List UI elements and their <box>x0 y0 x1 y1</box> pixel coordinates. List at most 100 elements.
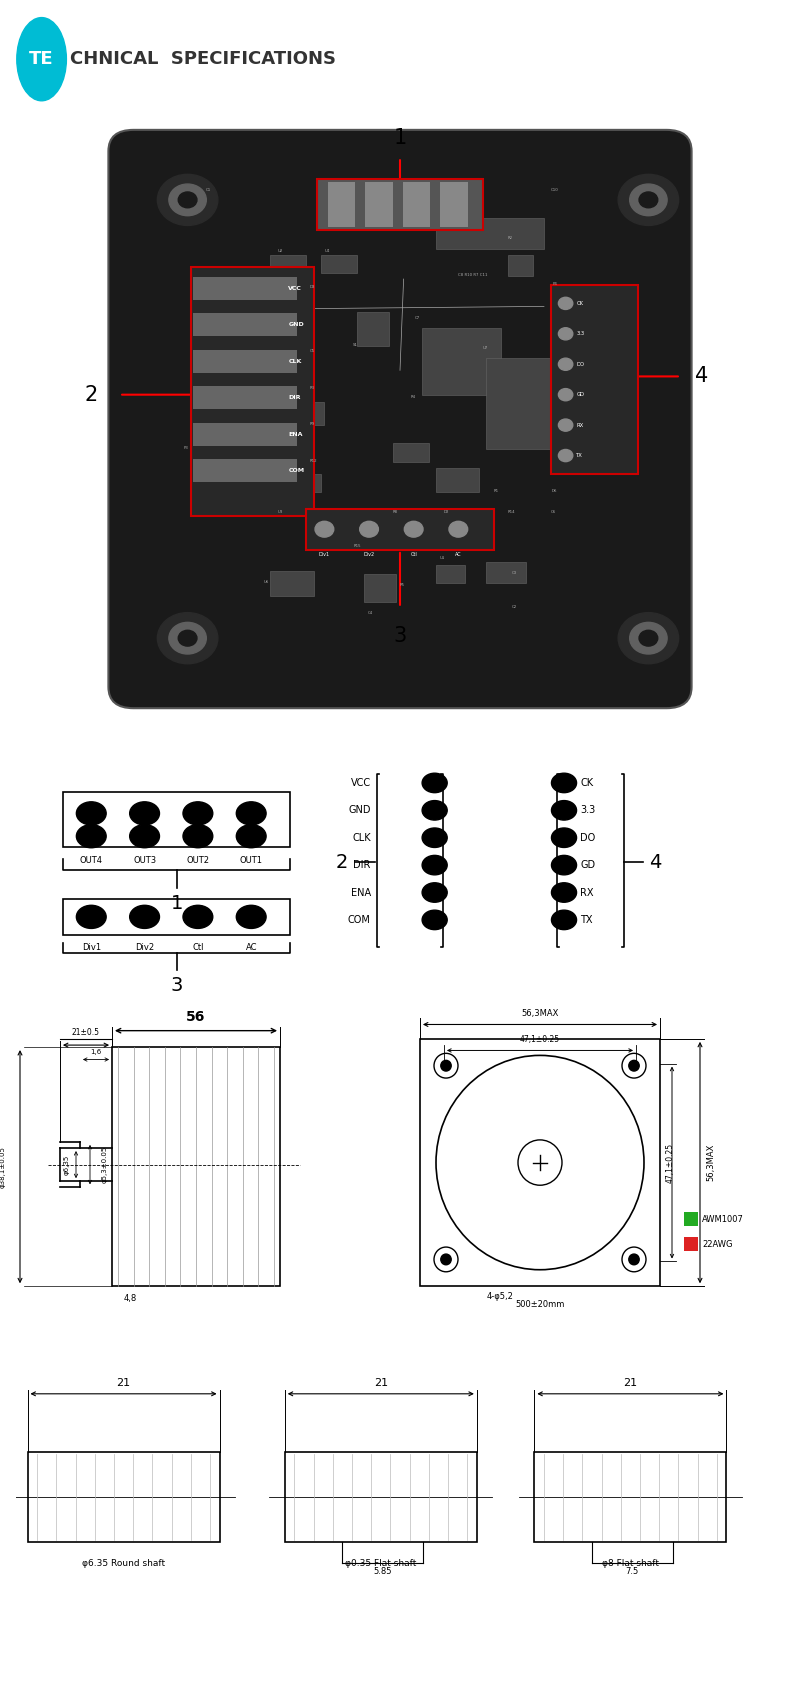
Bar <box>317 179 483 230</box>
Text: AC: AC <box>246 942 257 952</box>
Circle shape <box>558 328 573 340</box>
Text: R1: R1 <box>494 489 498 494</box>
Text: 2: 2 <box>335 852 347 871</box>
Circle shape <box>422 773 447 793</box>
Text: 1: 1 <box>394 129 406 149</box>
Text: AWM1007: AWM1007 <box>702 1214 744 1224</box>
Bar <box>436 565 465 583</box>
Circle shape <box>130 825 159 847</box>
Circle shape <box>315 521 334 538</box>
Text: 4,8: 4,8 <box>124 1294 138 1302</box>
Text: D2: D2 <box>443 511 449 514</box>
Text: ENA: ENA <box>350 888 370 898</box>
Text: GD: GD <box>576 392 584 397</box>
Circle shape <box>158 612 218 665</box>
Text: C5: C5 <box>310 348 315 353</box>
Text: R3: R3 <box>310 386 315 389</box>
Text: 4: 4 <box>649 852 661 871</box>
Bar <box>112 1047 280 1287</box>
Circle shape <box>558 419 573 431</box>
Circle shape <box>183 905 213 928</box>
Bar <box>486 358 551 450</box>
Text: 56: 56 <box>186 1011 206 1025</box>
Text: R14: R14 <box>508 511 516 514</box>
Circle shape <box>618 612 678 665</box>
Text: S1: S1 <box>354 343 358 347</box>
Circle shape <box>551 773 577 793</box>
Bar <box>422 328 501 394</box>
Circle shape <box>551 856 577 874</box>
Bar <box>508 255 533 276</box>
Text: D6: D6 <box>551 489 557 494</box>
Circle shape <box>422 829 447 847</box>
Text: φ6.35 Round shaft: φ6.35 Round shaft <box>82 1559 165 1568</box>
Circle shape <box>441 1255 451 1265</box>
Text: U4: U4 <box>325 249 330 252</box>
Text: 1: 1 <box>170 895 183 913</box>
Circle shape <box>551 829 577 847</box>
Circle shape <box>169 622 206 654</box>
Circle shape <box>76 802 106 825</box>
Circle shape <box>360 521 378 538</box>
Text: ENA: ENA <box>288 431 303 436</box>
Text: 4-φ5,2: 4-φ5,2 <box>486 1292 514 1300</box>
Bar <box>357 313 390 347</box>
Text: R12: R12 <box>310 458 318 463</box>
Bar <box>364 575 397 602</box>
Circle shape <box>551 910 577 930</box>
Text: U6: U6 <box>263 580 269 585</box>
Bar <box>436 218 544 249</box>
Text: RX: RX <box>581 888 594 898</box>
Bar <box>193 460 297 482</box>
Circle shape <box>618 174 678 225</box>
Text: U3: U3 <box>278 511 283 514</box>
Bar <box>436 468 479 492</box>
Text: OUT1: OUT1 <box>240 856 262 866</box>
Text: AC: AC <box>455 551 462 556</box>
Text: 21: 21 <box>117 1378 130 1388</box>
Text: 4: 4 <box>695 367 709 387</box>
Text: φ6,35: φ6,35 <box>64 1155 70 1175</box>
Text: CLK: CLK <box>288 358 302 364</box>
Circle shape <box>422 883 447 903</box>
Text: Div2: Div2 <box>135 942 154 952</box>
Text: CK: CK <box>576 301 583 306</box>
Text: GD: GD <box>581 861 596 871</box>
Circle shape <box>558 450 573 462</box>
Circle shape <box>183 825 213 847</box>
Bar <box>328 181 355 227</box>
Bar <box>684 1212 698 1226</box>
Bar <box>27 1451 219 1542</box>
Circle shape <box>130 905 159 928</box>
Circle shape <box>422 910 447 930</box>
Text: OUT3: OUT3 <box>133 856 156 866</box>
Text: R15: R15 <box>354 545 361 548</box>
Text: 56,3MAX: 56,3MAX <box>706 1143 715 1182</box>
Bar <box>534 1451 726 1542</box>
Bar <box>393 443 429 462</box>
Circle shape <box>639 193 658 208</box>
Bar <box>270 572 314 595</box>
Text: DIR: DIR <box>354 861 370 871</box>
Text: D3: D3 <box>310 286 315 289</box>
Text: DIR: DIR <box>288 396 301 401</box>
Circle shape <box>441 1060 451 1070</box>
Text: Ctl: Ctl <box>410 551 417 556</box>
Circle shape <box>422 800 447 820</box>
Text: 3: 3 <box>394 626 406 646</box>
Bar <box>292 473 321 492</box>
Circle shape <box>630 622 667 654</box>
Text: U7: U7 <box>483 347 488 350</box>
Text: TX: TX <box>576 453 583 458</box>
Circle shape <box>236 905 266 928</box>
Text: C8 R10 R7 C11: C8 R10 R7 C11 <box>458 272 487 277</box>
Text: C1: C1 <box>206 188 211 191</box>
Text: 56,3MAX: 56,3MAX <box>522 1010 558 1018</box>
Text: R5: R5 <box>400 583 405 587</box>
Bar <box>285 402 325 424</box>
Circle shape <box>629 1255 639 1265</box>
Text: TX: TX <box>581 915 593 925</box>
Text: GND: GND <box>348 805 370 815</box>
Bar <box>193 423 297 446</box>
Circle shape <box>558 389 573 401</box>
